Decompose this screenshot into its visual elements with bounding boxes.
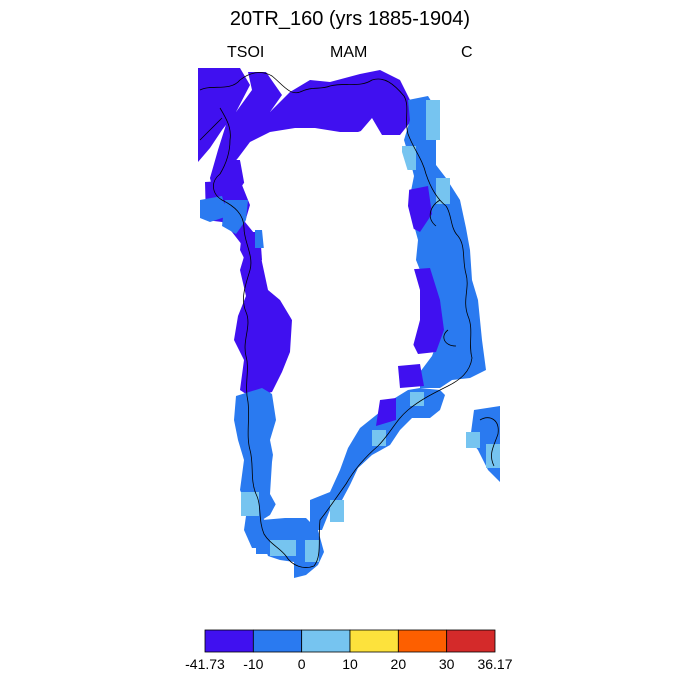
map-cell-se-light-2 (372, 430, 386, 446)
map-cell-nw-corner-2 (236, 72, 282, 120)
map-cell-west-light-1 (241, 492, 259, 516)
map-cell-east-light-1 (426, 100, 440, 140)
ice-sheet-interior (240, 128, 420, 512)
map-cell-east-light-3 (436, 178, 450, 204)
colorbar-tick-label: -41.73 (185, 656, 225, 672)
map-cell-east-deep-2 (408, 186, 432, 232)
coastline-ellesmere (199, 117, 223, 141)
colorbar-tick-label: 0 (298, 656, 306, 672)
coastline-fjord-2 (443, 329, 457, 347)
variable-label: TSOI (227, 44, 265, 61)
colorbar-box (204, 629, 254, 653)
map-cell-se-light-3 (410, 392, 424, 406)
map-cell-west-mid-3 (255, 230, 265, 248)
colorbar-box (252, 629, 303, 653)
season-label: MAM (330, 44, 368, 61)
map-cell-north-band (210, 70, 412, 188)
coastline-greenland (199, 72, 473, 568)
plot-title: 20TR_160 (yrs 1885-1904) (229, 8, 471, 30)
map-cell-west-mid-2 (222, 200, 248, 234)
grid-cells (198, 68, 500, 578)
colorbar-box (397, 629, 448, 653)
colorbar-boxes (204, 629, 496, 653)
colorbar-box (301, 629, 351, 653)
map-cell-south-light-1 (270, 540, 296, 556)
colorbar-box (349, 629, 399, 653)
map-cell-se-light-1 (330, 500, 344, 522)
coastline-fjord-1 (429, 199, 441, 227)
map-cell-west-mid-1 (200, 196, 228, 222)
coastline-far-east (479, 417, 499, 467)
colorbar-tick-label: 36.17 (477, 656, 512, 672)
map-cell-southeast (310, 388, 445, 530)
coastline (199, 72, 499, 568)
map-cell-south-light-2 (305, 540, 319, 562)
colorbar-box (446, 629, 496, 653)
map-cell-west-lower (234, 388, 278, 520)
colorbar-tick-label: 10 (342, 656, 358, 672)
units-label: C (461, 44, 473, 61)
map-cell-west-deep (205, 180, 292, 398)
colorbar-labels: -41.73 -10 0 10 20 30 36.17 (185, 656, 513, 672)
colorbar-tick-label: 30 (439, 656, 455, 672)
map-cell-east-deep-3 (398, 364, 424, 388)
map-cell-far-east-light-1 (466, 432, 480, 448)
colorbar-tick-label: 20 (391, 656, 407, 672)
map-cell-far-east-light-2 (486, 444, 500, 468)
colorbar-tick-label: -10 (243, 656, 263, 672)
map-cell-east-deep-4 (376, 398, 396, 426)
